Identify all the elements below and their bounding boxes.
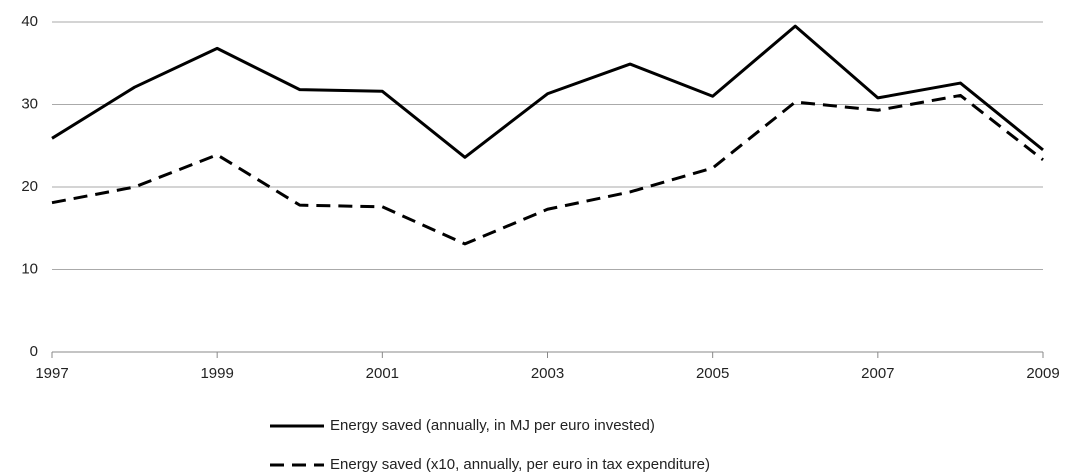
x-tick-label: 2003 (531, 365, 564, 382)
x-tick-label: 1997 (35, 365, 68, 382)
x-tick-label: 2001 (366, 365, 399, 382)
series-line (51, 24, 1044, 159)
y-tick-label: 0 (30, 343, 38, 360)
x-tick-label: 2005 (696, 365, 729, 382)
series-line (51, 93, 1044, 246)
y-tick-label: 20 (21, 178, 38, 195)
x-tick-label: 1999 (200, 365, 233, 382)
y-tick-label: 10 (21, 260, 38, 277)
x-tick-label: 2009 (1026, 365, 1059, 382)
x-tick-label: 2007 (861, 365, 894, 382)
legend-label: Energy saved (annually, in MJ per euro i… (330, 417, 655, 434)
legend-label: Energy saved (x10, annually, per euro in… (330, 456, 710, 473)
y-tick-label: 30 (21, 95, 38, 112)
y-tick-label: 40 (21, 13, 38, 30)
